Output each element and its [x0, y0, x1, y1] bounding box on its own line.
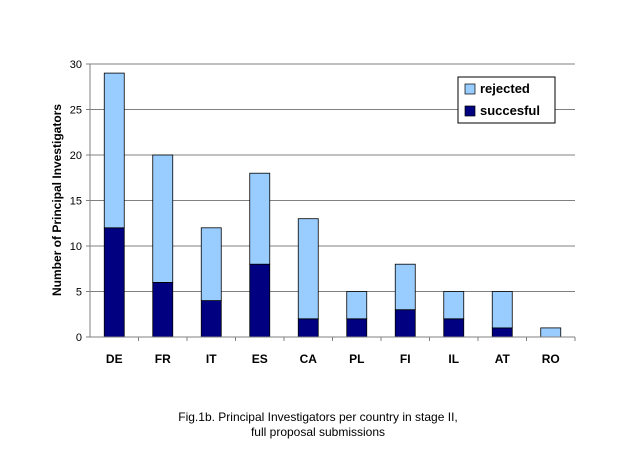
bar-rejected-es: [249, 172, 271, 265]
bar-rejected-fi: [394, 263, 416, 311]
legend-swatch-rejected: [464, 83, 476, 95]
x-tick-label-at: AT: [495, 352, 511, 366]
bar-succesful-pl: [346, 318, 368, 338]
x-tick-label-it: IT: [206, 352, 217, 366]
y-tick-label: 30: [70, 59, 82, 71]
bar-rejected-de: [103, 72, 125, 229]
x-tick-label-ca: CA: [300, 352, 318, 366]
bar-succesful-ca: [297, 318, 319, 338]
figure-caption-line1: Fig.1b. Principal Investigators per coun…: [178, 410, 458, 424]
y-tick-label: 15: [70, 196, 82, 208]
figure-caption-line2: full proposal submissions: [250, 425, 386, 439]
x-tick-label-pl: PL: [349, 352, 364, 366]
bar-succesful-de: [103, 227, 125, 338]
y-tick-label: 5: [76, 287, 82, 299]
bar-rejected-ca: [297, 218, 319, 320]
legend: rejected succesful: [457, 76, 556, 124]
y-tick-label: 0: [76, 332, 82, 344]
bar-succesful-es: [249, 263, 271, 338]
bar-rejected-ro: [540, 327, 562, 338]
x-tick-label-il: IL: [448, 352, 459, 366]
bar-succesful-fi: [394, 309, 416, 338]
bar-succesful-at: [491, 327, 513, 338]
y-tick-label: 25: [70, 105, 82, 117]
legend-swatch-succesful: [464, 105, 476, 117]
bar-rejected-it: [200, 227, 222, 302]
bars: [103, 72, 562, 338]
y-tick-label: 20: [70, 150, 82, 162]
y-axis-ticks: 0 5 10 15 20 25 30: [70, 59, 90, 344]
legend-label-succesful: succesful: [480, 103, 540, 118]
y-axis-title: Number of Principal Investigators: [50, 104, 64, 296]
x-tick-label-de: DE: [106, 352, 123, 366]
bar-rejected-il: [443, 291, 465, 320]
y-tick-label: 10: [70, 241, 82, 253]
bar-succesful-il: [443, 318, 465, 338]
legend-label-rejected: rejected: [480, 81, 530, 96]
bar-succesful-it: [200, 300, 222, 338]
bar-rejected-at: [491, 291, 513, 329]
x-axis-ticks: DE FR IT ES CA PL FI IL AT RO: [106, 337, 576, 366]
x-tick-label-ro: RO: [542, 352, 560, 366]
x-tick-label-fr: FR: [155, 352, 171, 366]
bar-rejected-fr: [152, 154, 174, 283]
bar-succesful-fr: [152, 281, 174, 338]
x-tick-label-fi: FI: [400, 352, 411, 366]
x-tick-label-es: ES: [252, 352, 268, 366]
bar-rejected-pl: [346, 291, 368, 320]
